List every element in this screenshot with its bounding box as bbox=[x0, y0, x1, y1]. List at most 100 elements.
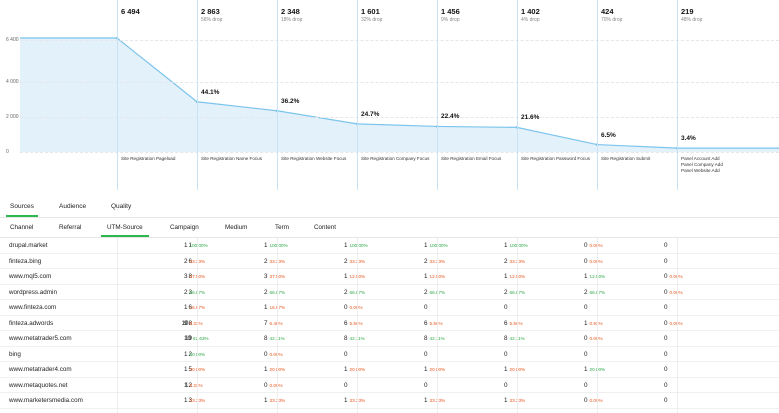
tab-sources[interactable]: Sources bbox=[6, 203, 38, 217]
subtab-campaign[interactable]: Campaign bbox=[170, 224, 199, 231]
step-count: 6 494 bbox=[121, 7, 140, 16]
step-cell: 2 33.33% bbox=[264, 258, 285, 265]
table-row[interactable]: drupal.market 1 1 100.00% 1 100.00% 1 100.00% 1 1… bbox=[0, 238, 779, 254]
step-cell: 2 33.33% bbox=[344, 258, 365, 265]
step-header[interactable]: 1 601 32% drop bbox=[361, 7, 439, 23]
table-row[interactable]: finteza.adwords 108 9 8.33% 7 6.48% 6 5.56% 6 5.5… bbox=[0, 316, 779, 331]
y-tick-label: 4 000 bbox=[6, 78, 19, 85]
step-cell-count: 0 bbox=[664, 335, 668, 342]
subtab-channel[interactable]: Channel bbox=[10, 224, 34, 231]
step-cell: 0 0.00% bbox=[664, 320, 683, 327]
source-name: finteza.adwords bbox=[9, 319, 54, 327]
step-cell-count: 8 bbox=[424, 335, 428, 342]
step-header[interactable]: 2 863 56% drop bbox=[201, 7, 279, 23]
source-total: 3 bbox=[188, 288, 192, 296]
step-cell: 0 bbox=[424, 304, 428, 311]
step-count: 219 bbox=[681, 7, 694, 16]
step-header[interactable]: 1 456 9% drop bbox=[441, 7, 519, 23]
step-event-name: Site Registration Name Focus bbox=[201, 156, 279, 162]
step-cell-count: 1 bbox=[184, 350, 188, 358]
step-cell: 2 33.33% bbox=[424, 258, 445, 265]
source-name: drupal.market bbox=[9, 242, 48, 249]
step-cell-count: 0 bbox=[424, 304, 428, 311]
step-drop-rate: 9% drop bbox=[441, 17, 460, 23]
step-cell-percent: 5.56% bbox=[429, 320, 443, 326]
step-cell-count: 1 bbox=[344, 366, 348, 373]
step-cell: 7 6.48% bbox=[264, 320, 283, 327]
step-cell-count: 2 bbox=[504, 288, 508, 296]
step-divider bbox=[517, 0, 518, 190]
subtab-referral[interactable]: Referral bbox=[59, 224, 82, 231]
subtab-utm-source[interactable]: UTM-Source bbox=[101, 224, 149, 237]
step-cell: 1 33.33% bbox=[424, 397, 445, 404]
step-cell: 0 bbox=[504, 351, 508, 358]
step-cell-count: 1 bbox=[504, 242, 508, 249]
step-cell: 1 12.50% bbox=[344, 273, 365, 280]
step-header[interactable]: 6 494 bbox=[121, 7, 199, 17]
step-header[interactable]: 2 348 18% drop bbox=[281, 7, 359, 23]
step-cell-count: 0 bbox=[424, 350, 428, 358]
step-cell-count: 2 bbox=[424, 257, 428, 265]
subtab-term[interactable]: Term bbox=[275, 224, 289, 231]
step-event-name: Site Registration Password Focus bbox=[521, 156, 599, 162]
source-total: 5 bbox=[188, 366, 192, 373]
step-cell-count: 8 bbox=[264, 335, 268, 342]
step-event-line: Panel Company Add bbox=[681, 162, 723, 167]
step-drop-rate: 70% drop bbox=[601, 17, 623, 23]
step-cell-percent: 0.00% bbox=[589, 243, 603, 248]
step-cell-percent: 0.00% bbox=[589, 336, 603, 341]
step-conversion-percent: 6.5% bbox=[601, 131, 616, 139]
step-conversion-percent: 22.4% bbox=[441, 113, 460, 121]
gridline bbox=[20, 39, 779, 41]
step-cell-percent: 8.33% bbox=[189, 320, 203, 326]
column-divider bbox=[277, 238, 278, 413]
step-cell: 1 8.33% bbox=[184, 382, 203, 389]
step-cell-count: 6 bbox=[424, 319, 428, 327]
step-cell-count: 2 bbox=[184, 257, 188, 265]
step-divider bbox=[597, 0, 598, 190]
step-cell-percent: 6.48% bbox=[269, 320, 283, 326]
step-cell: 8 42.11% bbox=[424, 335, 445, 342]
subtab-medium[interactable]: Medium bbox=[225, 224, 248, 231]
source-name: bing bbox=[9, 350, 21, 358]
step-event-line: Site Registration Pageload bbox=[121, 156, 176, 161]
source-total: 1 bbox=[188, 242, 192, 249]
step-cell: 1 100.00% bbox=[344, 242, 368, 249]
step-cell: 0 bbox=[504, 382, 508, 389]
tab-quality[interactable]: Quality bbox=[111, 203, 132, 210]
step-cell: 9 8.33% bbox=[184, 320, 203, 327]
step-cell-percent: 100.00% bbox=[269, 243, 288, 248]
step-cell: 1 20.00% bbox=[264, 366, 285, 373]
step-cell-count: 1 bbox=[504, 397, 508, 404]
subtab-content[interactable]: Content bbox=[314, 224, 337, 231]
step-cell-count: 0 bbox=[584, 242, 588, 249]
step-cell-count: 2 bbox=[344, 288, 348, 296]
step-conversion-percent: 44.1% bbox=[201, 88, 220, 96]
step-event-line: Site Registration Name Focus bbox=[201, 156, 263, 161]
step-header[interactable]: 424 70% drop bbox=[601, 7, 679, 23]
step-cell: 1 16.67% bbox=[264, 304, 285, 311]
step-event-name: Site Registration Company Focus bbox=[361, 156, 439, 162]
step-header[interactable]: 219 48% drop bbox=[681, 7, 759, 23]
step-drop-rate: 4% drop bbox=[521, 17, 540, 23]
step-count: 424 bbox=[601, 7, 614, 16]
step-cell-percent: 0.00% bbox=[269, 351, 283, 357]
step-cell-count: 0 bbox=[584, 335, 588, 342]
step-cell: 0 bbox=[664, 304, 668, 311]
step-drop-rate: 56% drop bbox=[201, 17, 223, 23]
source-name: www.metaquotes.net bbox=[9, 381, 68, 389]
step-cell: 6 5.56% bbox=[424, 320, 443, 327]
step-cell-count: 1 bbox=[184, 366, 188, 373]
step-cell-count: 0 bbox=[344, 304, 348, 311]
step-conversion-percent: 36.2% bbox=[281, 97, 300, 105]
step-cell: 10 52.63% bbox=[184, 335, 209, 342]
source-total: 6 bbox=[188, 304, 192, 311]
step-cell-count: 2 bbox=[264, 257, 268, 265]
tab-audience[interactable]: Audience bbox=[59, 203, 87, 210]
table-row[interactable]: www.metaquotes.net 12 1 8.33% 0 0.00% 0 0 0 0 0 bbox=[0, 378, 779, 393]
source-total: 2 bbox=[188, 350, 192, 358]
step-cell-count: 1 bbox=[184, 242, 188, 249]
step-conversion-percent: 24.7% bbox=[361, 110, 380, 118]
step-header[interactable]: 1 402 4% drop bbox=[521, 7, 599, 23]
step-event-line: Site Registration Submit bbox=[601, 156, 651, 161]
